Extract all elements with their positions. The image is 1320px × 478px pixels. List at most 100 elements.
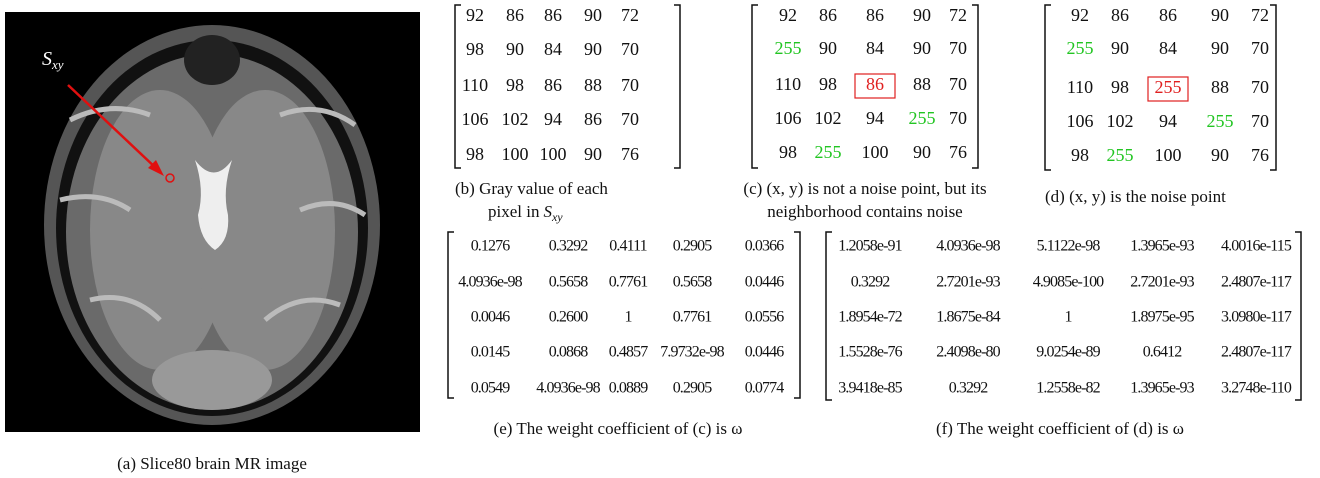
matrix-cell: 90 [913,5,931,25]
matrix-cell: 0.7761 [673,309,713,326]
matrix-cell: 100 [1155,145,1182,165]
matrix-cell: 72 [949,5,967,25]
matrix-cell: 70 [949,74,967,94]
matrix-cell: 110 [462,75,488,95]
matrix-cell: 0.7761 [609,274,649,291]
matrix-cell: 4.0936e-98 [536,380,600,397]
matrix-cell: 0.5658 [549,274,589,291]
matrix-cell: 0.0446 [745,344,785,361]
matrix-cell: 110 [1067,77,1093,97]
matrix-cell: 84 [866,38,884,58]
matrix-cell: 102 [815,108,842,128]
matrix-cell: 3.9418e-85 [838,380,902,397]
matrix-cell: 94 [866,108,884,128]
matrix-cell: 98 [819,74,837,94]
matrix-cell: 90 [506,39,524,59]
caption: (d) (x, y) is the noise point [1045,187,1226,206]
matrix-cell: 1.8675e-84 [936,309,1000,326]
matrix-cell: 0.3292 [851,274,891,291]
matrix-cell: 0.1276 [471,238,511,255]
matrix-cell: 0.0145 [471,344,511,361]
matrix-cell: 0.4857 [609,344,649,361]
matrix-cell: 102 [1107,111,1134,131]
caption: (a) Slice80 brain MR image [117,454,307,473]
matrix-cell: 0.0549 [471,380,511,397]
matrix-cell: 0.0046 [471,309,511,326]
caption: (b) Gray value of each [455,179,608,198]
matrix-cell: 255 [1107,145,1134,165]
brain-image [5,12,420,432]
matrix-cell: 86 [866,74,884,94]
matrix-cell: 1 [1064,309,1072,326]
matrix-cell: 72 [1251,5,1269,25]
matrix-cell: 86 [584,109,602,129]
matrix-cell: 72 [621,5,639,25]
caption-subscript: xy [551,210,563,224]
matrix-cell: 9.0254e-89 [1036,344,1100,361]
matrix-cell: 1.3965e-93 [1130,380,1194,397]
matrix-cell: 76 [949,142,967,162]
matrix-cell: 4.9085e-100 [1033,274,1104,291]
matrix-cell: 3.0980e-117 [1221,309,1292,326]
matrix-cell: 98 [779,142,797,162]
matrix-cell: 255 [1067,38,1094,58]
matrix-cell: 100 [502,144,529,164]
matrix-cell: 86 [819,5,837,25]
matrix-cell: 86 [544,5,562,25]
matrix-cell: 0.2905 [673,380,713,397]
figure: Sxy (a) Slice80 brain MR image 92 86 86 90 7… [0,0,1320,478]
label-subscript: xy [51,57,64,72]
matrix-cell: 98 [1071,145,1089,165]
caption: neighborhood contains noise [767,202,962,221]
matrix-cell: 86 [866,5,884,25]
matrix-cell: 5.1122e-98 [1037,238,1101,255]
caption: (e) The weight coefficient of (c) is ω [494,419,743,438]
matrix-cell: 90 [913,38,931,58]
matrix-cell: 90 [1211,145,1229,165]
matrix-cell: 2.7201e-93 [1130,274,1194,291]
matrix-cell: 88 [913,74,931,94]
matrix-cell: 70 [1251,111,1269,131]
matrix-cell: 90 [584,144,602,164]
page: {"panels": { "a": {"caption": "(a) Slice… [0,0,1320,478]
matrix-cell: 76 [621,144,639,164]
matrix-cell: 0.3292 [949,380,989,397]
matrix-cell: 76 [1251,145,1269,165]
matrix-cell: 0.0446 [745,274,785,291]
matrix-cell: 90 [1111,38,1129,58]
matrix-cell: 1.3965e-93 [1130,238,1194,255]
matrix-cell: 0.5658 [673,274,713,291]
matrix-cell: 0.2600 [549,309,589,326]
matrix-cell: 86 [1159,5,1177,25]
matrix-cell: 90 [819,38,837,58]
bracket [455,5,680,168]
matrix-cell: 102 [502,109,529,129]
matrix-cell: 255 [815,142,842,162]
matrix-cell: 0.6412 [1143,344,1183,361]
matrix-cell: 255 [775,38,802,58]
matrix-cell: 1.5528e-76 [838,344,902,361]
matrix-cell: 0.2905 [673,238,713,255]
matrix-cell: 70 [621,39,639,59]
matrix-cell: 0.0556 [745,309,785,326]
matrix-cell: 98 [466,144,484,164]
caption: (f) The weight coefficient of (d) is ω [936,419,1184,438]
matrix-cell: 98 [506,75,524,95]
matrix-cell: 1.8954e-72 [838,309,902,326]
matrix-cell: 255 [909,108,936,128]
matrix-cell: 84 [544,39,562,59]
matrix-cell: 90 [584,39,602,59]
matrix-cell: 3.2748e-110 [1221,380,1292,397]
label-symbol: S [42,48,52,70]
matrix-cell: 100 [540,144,567,164]
matrix-cell: 2.4807e-117 [1221,344,1292,361]
matrix-cell: 94 [544,109,562,129]
matrix-cell: 70 [1251,77,1269,97]
matrix-cell: 4.0936e-98 [936,238,1000,255]
matrix-cell: 92 [466,5,484,25]
matrix-cell: 94 [1159,111,1177,131]
matrix-cell: 86 [506,5,524,25]
matrix-cell: 0.0774 [745,380,785,397]
matrix-cell: 0.4111 [609,238,647,255]
matrix-cell: 70 [949,108,967,128]
